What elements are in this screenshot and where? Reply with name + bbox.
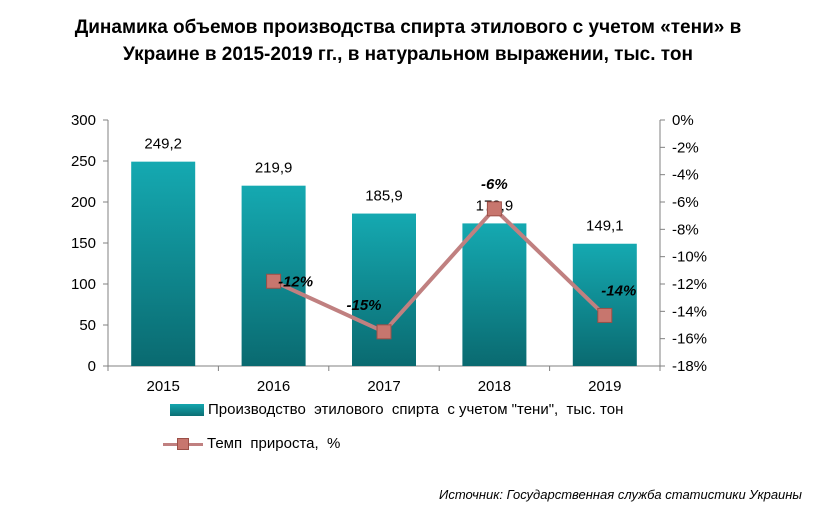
x-tick-label: 2015 [147, 378, 180, 395]
y-right-tick-label: -10% [672, 249, 707, 266]
legend-label-production: Производство этилового спирта с учетом "… [208, 401, 624, 418]
legend-label-growth: Темп прироста, % [207, 435, 341, 452]
bar-value-label: 249,2 [144, 136, 182, 153]
bar [572, 243, 637, 366]
y-right-tick-label: -4% [672, 167, 699, 184]
y-right-tick-label: -12% [672, 276, 707, 293]
x-tick-label: 2019 [588, 378, 621, 395]
legend-swatch-line [163, 437, 203, 450]
source-note: Источник: Государственная служба статист… [439, 487, 802, 502]
legend-swatch-bar [170, 403, 204, 416]
y-left-tick-label: 250 [71, 153, 96, 170]
bar-value-label: 219,9 [255, 160, 293, 177]
growth-line [272, 206, 607, 334]
growth-value-label: -14% [601, 282, 636, 299]
growth-value-label: -12% [278, 273, 313, 290]
chart-title-line-1: Динамика объемов производства спирта эти… [74, 17, 742, 38]
y-right-tick-label: -14% [672, 303, 707, 320]
x-tick-label: 2017 [367, 378, 400, 395]
y-right-tick-label: 0% [672, 112, 694, 129]
chart-title-line-2: Украине в 2015-2019 гг., в натуральном в… [123, 44, 693, 65]
x-tick-label: 2016 [257, 378, 290, 395]
y-right-tick-label: -6% [672, 194, 699, 211]
growth-value-label: -6% [481, 176, 508, 193]
y-right-tick-label: -18% [672, 358, 707, 375]
legend-item-production: Производство этилового спирта с учетом "… [170, 401, 623, 418]
bar-value-label: 185,9 [365, 188, 403, 205]
bar-value-label: 149,1 [586, 218, 624, 235]
growth-value-label: -15% [346, 297, 381, 314]
x-tick-label: 2018 [478, 378, 511, 395]
y-left-tick-label: 150 [71, 235, 96, 252]
y-left-tick-label: 100 [71, 276, 96, 293]
growth-marker [486, 201, 502, 217]
bar [131, 161, 196, 366]
y-right-tick-label: -16% [672, 331, 707, 348]
y-left-tick-label: 0 [88, 358, 96, 375]
chart-title: Динамика объемов производства спирта эти… [0, 14, 816, 68]
y-left-tick-label: 50 [79, 317, 96, 334]
legend-item-growth: Темп прироста, % [163, 435, 340, 452]
growth-marker [266, 273, 282, 289]
bar [462, 223, 527, 366]
y-right-tick-label: -2% [672, 139, 699, 156]
growth-marker [597, 307, 613, 323]
y-left-tick-label: 300 [71, 112, 96, 129]
bar [352, 213, 416, 366]
growth-marker [376, 324, 392, 340]
y-left-tick-label: 200 [71, 194, 96, 211]
y-right-tick-label: -8% [672, 221, 699, 238]
